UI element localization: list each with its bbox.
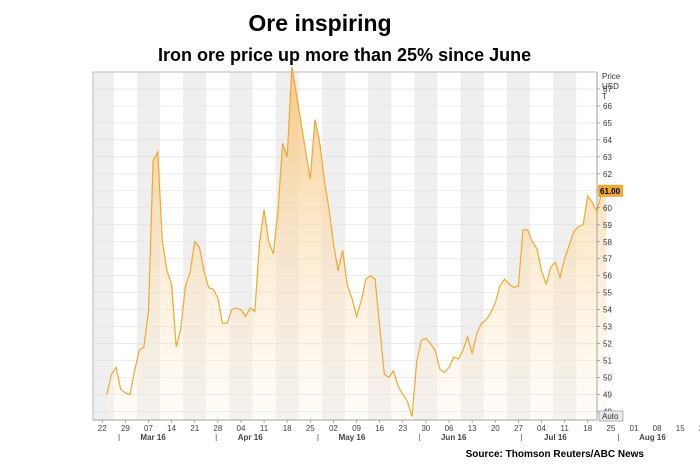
y-axis-label-line: Price [602,72,621,81]
x-tick-label: 13 [468,424,477,433]
x-tick-label: 27 [514,424,523,433]
y-tick-label: 66 [603,102,612,111]
x-tick-label: 14 [167,424,176,433]
month-label: Jul 16 [544,433,567,442]
chart-subtitle: Iron ore price up more than 25% since Ju… [158,45,532,65]
x-tick-label: 01 [630,424,639,433]
y-tick-label: 64 [603,136,612,145]
y-tick-label: 55 [603,289,612,298]
y-tick-label: 56 [603,272,612,281]
y-tick-label: 52 [603,340,612,349]
x-tick-label: 04 [237,424,246,433]
y-tick-label: 50 [603,374,612,383]
x-tick-label: 21 [190,424,199,433]
x-tick-label: 30 [421,424,430,433]
x-tick-label: 22 [98,424,107,433]
auto-button-label[interactable]: Auto [602,412,619,421]
y-tick-label: 58 [603,238,612,247]
source-note: Source: Thomson Reuters/ABC News [465,449,644,460]
auto-button-box[interactable] [598,410,624,422]
y-axis-label-line: T [602,92,607,101]
x-tick-label: 16 [375,424,384,433]
x-tick-label: 06 [445,424,454,433]
price-line [106,66,607,417]
auto-scale-button[interactable]: Auto [598,410,624,422]
x-tick-label: 04 [537,424,546,433]
x-tick-label: 18 [583,424,592,433]
y-tick-label: 60 [603,204,612,213]
y-tick-label: 59 [603,221,612,230]
x-tick-label: 25 [306,424,315,433]
y-tick-label: 65 [603,119,612,128]
x-tick-label: 15 [676,424,685,433]
y-tick-label: 62 [603,170,612,179]
y-tick-label: 51 [603,357,612,366]
month-label: May 16 [339,433,366,442]
last-value-box [598,184,623,197]
week-band [93,72,114,420]
price-area [106,66,607,420]
month-label: Aug 16 [639,433,666,442]
x-tick-label: 29 [121,424,130,433]
y-tick-label: 53 [603,323,612,332]
x-tick-label: 25 [606,424,615,433]
x-tick-label: 09 [352,424,361,433]
x-tick-label: 08 [653,424,662,433]
y-tick-label: 67 [603,85,612,94]
x-tick-label: 11 [560,424,569,433]
month-label: Apr 16 [238,433,263,442]
chart-title: Ore inspiring [248,10,392,36]
week-band [414,72,438,420]
x-tick-label: 02 [329,424,338,433]
x-tick-label: 23 [398,424,407,433]
x-tick-label: 20 [491,424,500,433]
y-axis-label-line: USD [602,82,619,91]
x-tick-label: 28 [213,424,222,433]
x-tick-label: 22 [699,424,700,433]
y-tick-label: 63 [603,153,612,162]
last-value-marker: 61.00 [598,184,623,197]
x-tick-label: 07 [144,424,153,433]
y-tick-label: 57 [603,255,612,264]
x-tick-label: 11 [260,424,269,433]
x-axis: 22 29 07 14 21 28 04 11 18 25 02 09 16 23 30 06 13 20 27 04… [93,419,700,442]
x-tick-label: 18 [283,424,292,433]
month-label: Jun 16 [441,433,467,442]
y-tick-label: 54 [603,306,612,315]
month-label: Mar 16 [140,433,166,442]
last-value-label: 61.00 [600,187,621,196]
y-tick-label: 49 [603,391,612,400]
